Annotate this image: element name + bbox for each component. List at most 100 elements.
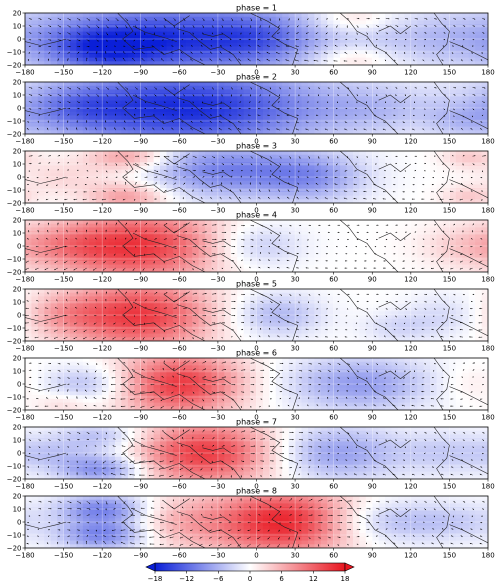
heatmap-cell [192, 24, 200, 29]
heatmap-cell [430, 122, 438, 128]
heatmap-cell [468, 165, 476, 171]
heatmap-cell [205, 173, 213, 178]
heatmap-cell [320, 111, 328, 117]
coastlines [25, 13, 488, 65]
wind-arrowhead [354, 128, 356, 130]
heatmap-cell [44, 61, 52, 65]
heatmap-cell [462, 158, 470, 163]
heatmap-cell [211, 130, 219, 134]
wind-arrowhead [219, 121, 221, 123]
heatmap-cell [95, 35, 103, 40]
heatmap-cell [301, 50, 309, 55]
heatmap-cell [282, 130, 290, 134]
heatmap-cell [301, 57, 309, 62]
heatmap-cell [282, 96, 290, 102]
heatmap-cell [185, 115, 193, 120]
heatmap-cell [95, 180, 103, 186]
heatmap-cell [365, 111, 373, 117]
wind-arrowhead [269, 88, 271, 90]
heatmap-cell [25, 188, 33, 193]
wind-arrowhead [297, 101, 299, 103]
heatmap-cell [346, 100, 354, 105]
heatmap-cell [211, 188, 219, 193]
heatmap-cell [95, 169, 103, 174]
heatmap-cell [243, 27, 251, 33]
heatmap-cell [185, 16, 193, 22]
heatmap-cell [262, 96, 270, 102]
heatmap-cell [211, 42, 219, 48]
heatmap-cell [288, 57, 296, 62]
heatmap-cell [346, 119, 354, 124]
wind-arrowhead [49, 108, 51, 110]
wind-arrowhead [46, 191, 48, 193]
heatmap-cell [237, 108, 245, 113]
heatmap-cell [468, 46, 476, 51]
heatmap-cell [314, 177, 322, 182]
wind-arrowhead [354, 60, 356, 62]
heatmap-cell [31, 24, 39, 29]
wind-arrowhead [116, 95, 118, 97]
heatmap-cell [436, 122, 444, 128]
heatmap-cell [172, 42, 180, 48]
heatmap-cell [372, 126, 380, 131]
heatmap-cell [340, 100, 348, 105]
wind-arrowhead [135, 26, 137, 29]
wind-arrowhead [50, 18, 52, 20]
heatmap-cell [269, 57, 277, 62]
wind-arrowhead [270, 157, 272, 159]
heatmap-cell [102, 188, 110, 193]
heatmap-cell [442, 177, 451, 182]
heatmap-cell [372, 158, 380, 163]
heatmap-cell [250, 158, 258, 163]
heatmap-cell [372, 184, 380, 189]
wind-arrowhead [30, 101, 32, 103]
heatmap-cell [333, 119, 341, 124]
heatmap-cell [89, 20, 97, 25]
heatmap-cell [378, 82, 386, 87]
heatmap-cell [327, 61, 335, 65]
heatmap-cell [365, 177, 373, 182]
heatmap-cell [256, 165, 264, 171]
heatmap-cell [250, 104, 258, 109]
heatmap-cell [211, 82, 219, 87]
heatmap-cell [102, 89, 110, 94]
wind-arrowhead [46, 184, 48, 186]
heatmap-cell [449, 27, 457, 33]
heatmap-cell [140, 53, 148, 59]
wind-arrowhead [296, 108, 298, 110]
heatmap-cell [147, 16, 155, 22]
heatmap-cell [481, 162, 488, 167]
heatmap-cell [224, 100, 232, 105]
wind-arrowhead [57, 169, 59, 171]
heatmap-cell [89, 53, 97, 59]
heatmap-cell [224, 50, 232, 55]
heatmap-cell [378, 115, 386, 120]
heatmap-cell [63, 151, 71, 156]
wind-arrowhead [86, 113, 88, 116]
heatmap-cell [37, 191, 45, 197]
wind-arrowhead [79, 39, 81, 42]
heatmap-cell [410, 151, 418, 156]
heatmap-cell [481, 151, 488, 156]
heatmap-cell [243, 39, 251, 44]
heatmap-cell [140, 89, 148, 94]
heatmap-cell [63, 108, 71, 113]
heatmap-cell [140, 184, 148, 189]
heatmap-cell [185, 39, 193, 44]
wind-arrowhead [462, 115, 464, 118]
wind-arrowhead [473, 39, 475, 41]
heatmap-cell [70, 165, 78, 171]
coastline [163, 84, 190, 96]
heatmap-cell [256, 16, 264, 22]
wind-arrowhead [385, 51, 387, 54]
heatmap-cell [134, 13, 142, 18]
wind-arrowhead [239, 45, 241, 47]
heatmap-cell [127, 53, 135, 59]
heatmap-cell [462, 39, 470, 44]
wind-arrowhead [473, 25, 475, 27]
wind-arrowhead [326, 26, 328, 28]
heatmap-cell [50, 100, 58, 105]
heatmap-cell [37, 50, 45, 55]
heatmap-cell [301, 119, 309, 124]
